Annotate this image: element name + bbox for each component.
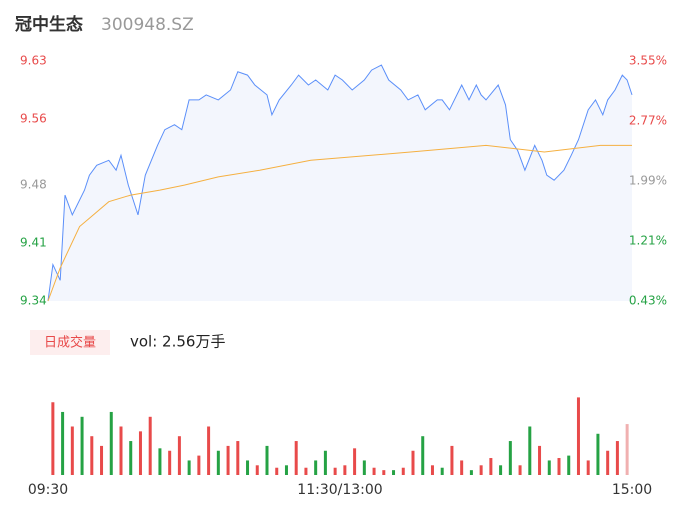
volume-tab-bg [30,330,110,355]
volume-bar [557,458,561,475]
y2-tick-label: 3.55% [629,54,667,68]
volume-bar [421,436,425,475]
volume-bar [538,445,542,475]
volume-bar [314,460,318,475]
volume-bar [528,426,532,475]
volume-bar [236,441,240,475]
volume-bar [284,465,288,475]
stock-name: 冠中生态 [15,14,83,35]
stock-code: 300948.SZ [101,15,194,35]
volume-bar [275,467,279,475]
volume-bar [615,441,619,475]
y-tick-label: 9.48 [20,178,47,192]
volume-bar [430,465,434,475]
volume-bar [343,465,347,475]
y-tick-label: 9.34 [20,294,47,308]
volume-bar [440,467,444,475]
price-area [48,65,632,301]
y-tick-label: 9.56 [20,111,47,125]
volume-bar [489,458,493,475]
volume-bar [197,455,201,475]
volume-bar [216,450,220,475]
volume-bar [323,450,327,475]
volume-bar [109,411,113,475]
volume-bar [392,470,396,475]
volume-bar [596,433,600,475]
volume-bar [333,467,337,475]
volume-bar [586,460,590,475]
volume-bar [138,431,142,475]
volume-bar [207,426,211,475]
y-tick-label: 9.41 [20,236,47,250]
volume-bar [567,455,571,475]
volume-bar [401,467,405,475]
volume-bar [479,465,483,475]
volume-bar [411,450,415,475]
volume-bar [177,436,181,475]
y2-tick-label: 1.21% [629,234,667,248]
volume-bar [460,460,464,475]
volume-bar [450,445,454,475]
volume-bar [518,465,522,475]
volume-bar [362,460,366,475]
volume-tab: 日成交量 [44,335,96,351]
volume-bar [226,445,230,475]
x-tick-label: 09:30 [28,482,68,498]
volume-bar [90,436,94,475]
volume-bar [508,441,512,475]
volume-bar [499,465,503,475]
y-tick-label: 9.63 [20,54,47,68]
volume-bar [70,426,74,475]
volume-bar [148,416,152,475]
volume-bar [100,445,104,475]
price-line [47,64,633,302]
volume-bar [353,448,357,475]
volume-bar [80,416,84,475]
x-tick-label: 11:30/13:00 [297,482,382,498]
volume-bar [265,445,269,475]
volume-bar [119,426,123,475]
average-line [47,144,632,302]
volume-bar [168,450,172,475]
volume-bar [304,467,308,475]
volume-bar [158,448,162,475]
volume-bar [187,460,191,475]
volume-bar [606,450,610,475]
volume-bar [372,467,376,475]
volume-bar [547,460,551,475]
volume-bar [129,441,133,475]
volume-bar [246,460,250,475]
volume-bar [576,397,580,475]
volume-bar [255,465,259,475]
volume-bar [61,411,65,475]
volume-bar [625,424,629,475]
volume-bar [382,470,386,475]
y2-tick-label: 0.43% [629,294,667,308]
volume-summary: vol: 2.56万手 [130,333,225,351]
y2-tick-label: 1.99% [629,174,667,188]
volume-bar [51,402,55,475]
volume-bar [469,470,473,475]
x-tick-label: 15:00 [612,482,652,498]
y2-tick-label: 2.77% [629,114,667,128]
volume-bar [294,441,298,475]
